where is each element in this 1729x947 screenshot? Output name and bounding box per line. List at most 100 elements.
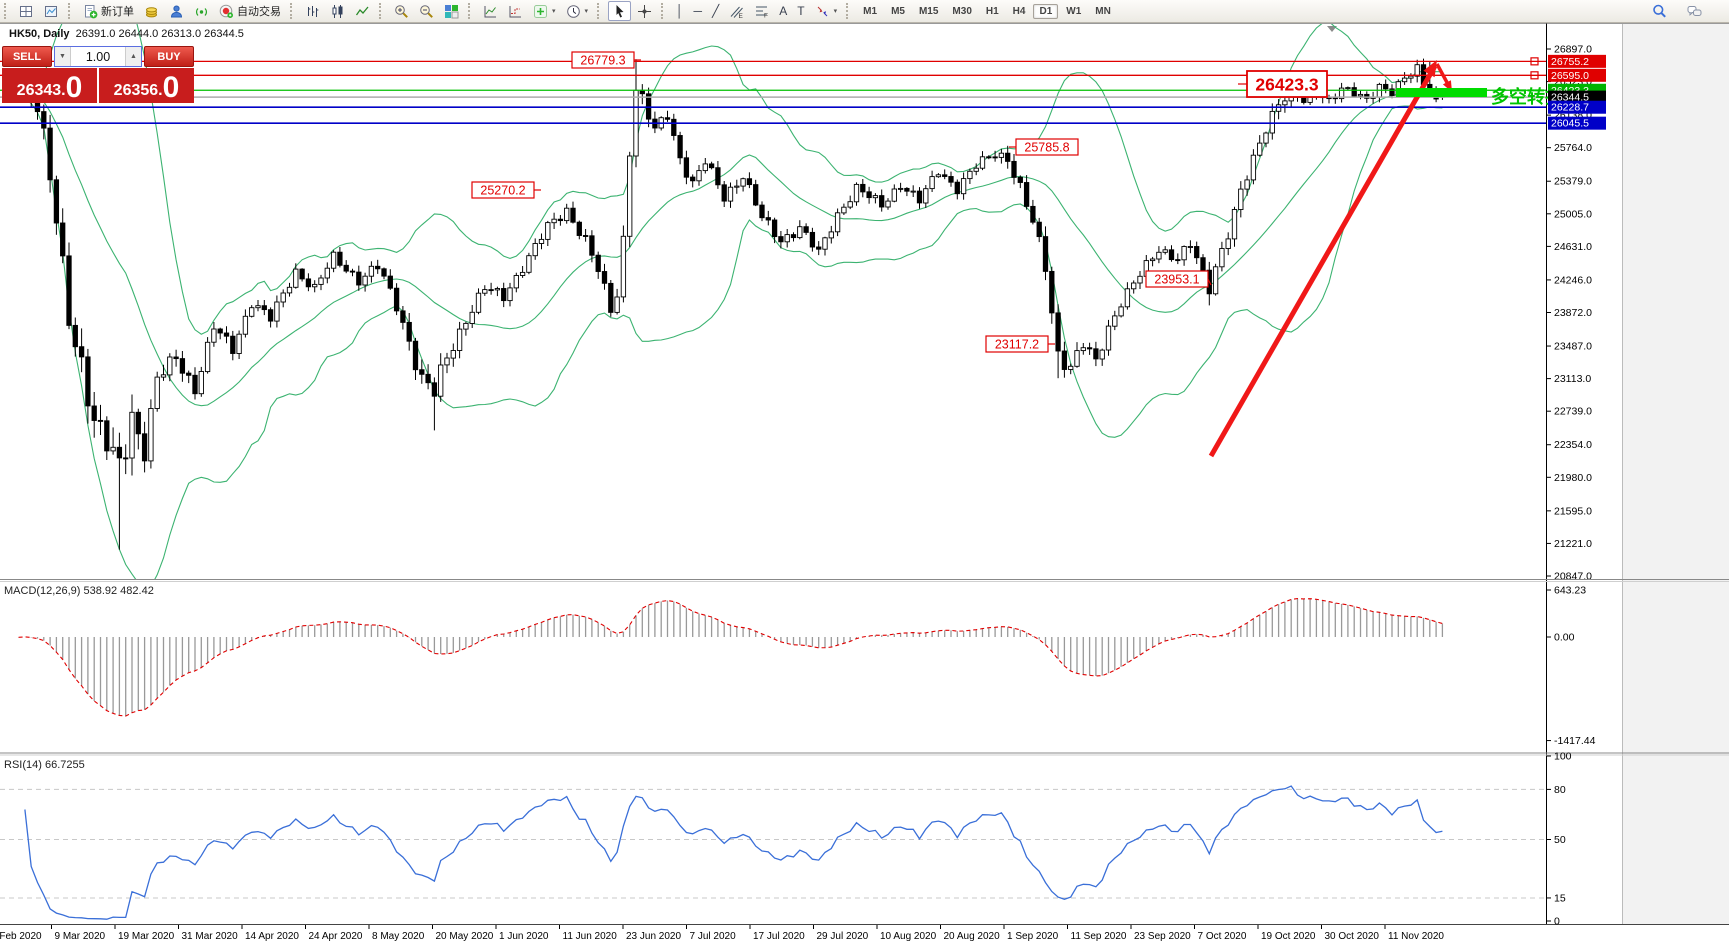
svg-text:26595.0: 26595.0: [1551, 70, 1589, 82]
add-indicator-button[interactable]: ▾: [529, 1, 560, 21]
toolbar-grip: [597, 3, 604, 19]
buy-price[interactable]: 26356. 0: [99, 68, 194, 103]
signals-button[interactable]: [190, 1, 213, 21]
svg-text:5 Feb 2020: 5 Feb 2020: [0, 931, 42, 942]
zoom-out-button[interactable]: [415, 1, 438, 21]
arrows-tool-button[interactable]: ▾: [811, 1, 842, 21]
periods-icon: [566, 4, 581, 19]
label-tool-icon: T: [797, 4, 805, 18]
toolbar-grip: [468, 3, 475, 19]
label-tool-button[interactable]: T: [793, 1, 808, 21]
vertical-line-tool-button[interactable]: │: [672, 1, 688, 21]
tf-M5[interactable]: M5: [891, 5, 905, 17]
tf-W1[interactable]: W1: [1066, 5, 1082, 17]
price-callouts[interactable]: 26779.3 25270.2 25785.8 23953.1 23117.2 26423…: [471, 51, 1328, 353]
trendline-tool-button[interactable]: ╱: [708, 1, 723, 21]
tf-M30[interactable]: M30: [952, 5, 972, 17]
arrows-tool-icon: [815, 4, 830, 19]
buy-button[interactable]: BUY: [144, 46, 194, 67]
funds-button[interactable]: [140, 1, 163, 21]
svg-text:19 Mar 2020: 19 Mar 2020: [118, 931, 175, 942]
svg-text:23 Sep 2020: 23 Sep 2020: [1134, 931, 1191, 942]
crosshair-tool-button[interactable]: [633, 1, 656, 21]
sell-price[interactable]: 26343. 0: [2, 68, 97, 103]
search-icon: [1652, 4, 1667, 19]
svg-text:25379.0: 25379.0: [1554, 176, 1592, 188]
svg-text:F: F: [764, 12, 768, 19]
sell-button[interactable]: SELL: [2, 46, 52, 67]
svg-text:15: 15: [1554, 892, 1566, 904]
zoom-out-icon: [419, 4, 434, 19]
auto-trading-button-label: 自动交易: [237, 6, 281, 18]
tf-H4[interactable]: H4: [1012, 5, 1026, 17]
svg-text:0.00: 0.00: [1554, 632, 1575, 644]
volume-input[interactable]: 1.00: [85, 49, 111, 64]
svg-text:0: 0: [1554, 916, 1560, 928]
volume-stepper[interactable]: ▼ 1.00 ▲: [54, 46, 142, 67]
charts-grid-button[interactable]: [15, 1, 38, 21]
svg-text:22354.0: 22354.0: [1554, 439, 1592, 451]
indicator-list-button[interactable]: [504, 1, 527, 21]
profile-button[interactable]: [165, 1, 188, 21]
svg-text:23 Jun 2020: 23 Jun 2020: [626, 931, 681, 942]
chevron-down-icon: ▾: [552, 8, 556, 15]
tf-M1[interactable]: M1: [863, 5, 878, 17]
tf-H1[interactable]: H1: [985, 5, 999, 17]
zoom-in-button[interactable]: [390, 1, 413, 21]
chart-shift-marker[interactable]: [1327, 26, 1337, 32]
svg-text:31 Mar 2020: 31 Mar 2020: [182, 931, 239, 942]
auto-trading-icon: [219, 4, 234, 19]
svg-text:1 Sep 2020: 1 Sep 2020: [1007, 931, 1059, 942]
line-chart-button[interactable]: [351, 1, 374, 21]
tile-windows-button[interactable]: [440, 1, 463, 21]
channel-tool-icon: E: [729, 4, 744, 19]
periods-button[interactable]: ▾: [562, 1, 593, 21]
chat-button[interactable]: [1683, 1, 1706, 21]
tf-D1[interactable]: D1: [1033, 3, 1059, 19]
tf-M15[interactable]: M15: [918, 5, 939, 17]
trendline-tool-icon: ╱: [712, 4, 720, 18]
chevron-down-icon: ▼: [59, 53, 66, 60]
macd-pane: MACD(12,26,9) 538.92 482.42 643.23 0.00 -14…: [4, 585, 1596, 748]
search-button[interactable]: [1648, 1, 1671, 21]
price-axis: 26897.026523.026138.025764.025379.025005…: [1547, 44, 1606, 583]
chevron-down-icon: ▾: [833, 8, 838, 15]
indicator-window-button[interactable]: [479, 1, 502, 21]
chart-type-group: [300, 0, 375, 22]
candlestick-chart-button[interactable]: [326, 1, 349, 21]
bar-chart-button[interactable]: [301, 1, 324, 21]
svg-text:20 Aug 2020: 20 Aug 2020: [944, 931, 1001, 942]
indicator-list-icon: [508, 4, 523, 19]
volume-increase-button[interactable]: ▲: [125, 47, 141, 66]
signals-icon: [194, 4, 209, 19]
turning-point-zone-bar[interactable]: [1396, 88, 1487, 97]
text-tool-button[interactable]: A: [775, 1, 791, 21]
tf-MN[interactable]: MN: [1095, 5, 1111, 17]
auto-trading-button[interactable]: 自动交易: [215, 1, 285, 21]
svg-text:MACD(12,26,9) 538.92 482.42: MACD(12,26,9) 538.92 482.42: [4, 585, 154, 597]
cursor-tool-button[interactable]: [608, 1, 632, 21]
timeframe-group: M1 M5 M15 M30 H1 H4 D1 W1 MN: [856, 0, 1118, 22]
chevron-up-icon: ▲: [130, 53, 137, 60]
new-order-button[interactable]: 新订单: [79, 1, 138, 21]
svg-text:23117.2: 23117.2: [995, 338, 1039, 352]
svg-text:RSI(14) 66.7255: RSI(14) 66.7255: [4, 759, 85, 771]
fibonacci-tool-button[interactable]: F: [750, 1, 773, 21]
toolbar-grip: [846, 3, 853, 19]
candlestick-chart-icon: [330, 4, 345, 19]
svg-text:9 Mar 2020: 9 Mar 2020: [55, 931, 106, 942]
channel-tool-button[interactable]: E: [725, 1, 748, 21]
ohlc-values: 26391.0 26444.0 26313.0 26344.5: [75, 28, 244, 40]
svg-text:1 Jun 2020: 1 Jun 2020: [499, 931, 549, 942]
svg-text:26755.2: 26755.2: [1551, 56, 1589, 68]
fibonacci-tool-icon: F: [754, 4, 769, 19]
chart-preview-button[interactable]: [40, 1, 63, 21]
volume-decrease-button[interactable]: ▼: [55, 47, 71, 66]
svg-text:26897.0: 26897.0: [1554, 44, 1592, 56]
chart-title: HK50, Daily 26391.0 26444.0 26313.0 2634…: [9, 28, 244, 40]
horizontal-line-tool-button[interactable]: ─: [690, 1, 707, 21]
svg-text:25764.0: 25764.0: [1554, 142, 1592, 154]
svg-text:14 Apr 2020: 14 Apr 2020: [245, 931, 299, 942]
new-order-icon: [83, 4, 98, 19]
